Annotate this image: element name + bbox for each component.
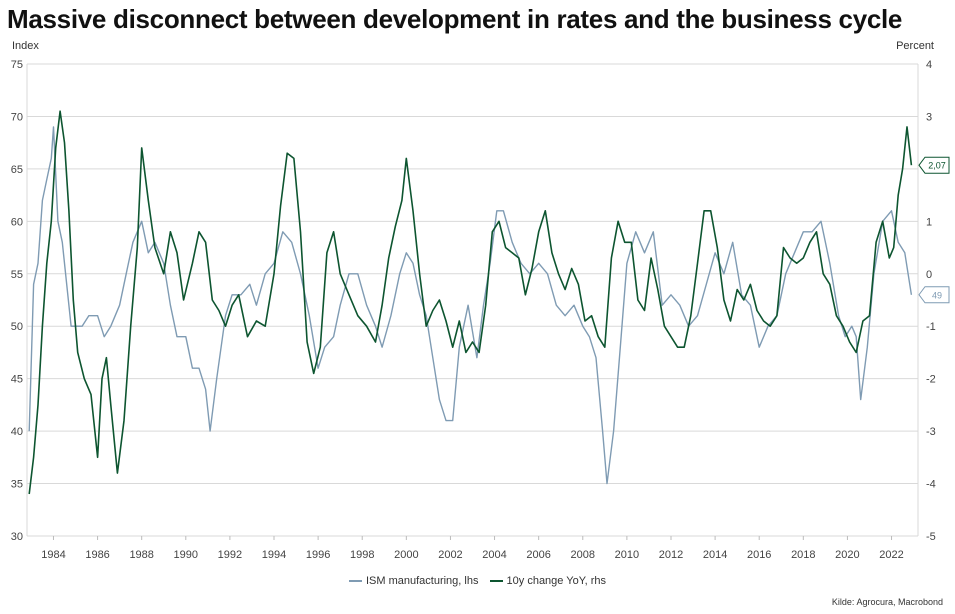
left-tick-label: 40	[11, 426, 23, 438]
left-tick-label: 45	[11, 374, 23, 386]
left-tick-label: 65	[11, 164, 23, 176]
x-tick-label: 2014	[703, 549, 727, 561]
right-tick-label: 3	[926, 111, 932, 123]
left-axis-unit: Index	[12, 40, 39, 52]
right-tick-label: 4	[926, 59, 932, 71]
left-tick-label: 60	[11, 216, 23, 228]
legend-swatch-10y	[489, 580, 503, 582]
end-labels: 492,07	[918, 156, 950, 304]
series-ism-line	[28, 126, 913, 485]
x-tick-label: 2004	[482, 549, 506, 561]
legend-swatch-ism	[348, 580, 362, 582]
x-tick-label: 2008	[571, 549, 595, 561]
x-tick-label: 1990	[174, 549, 198, 561]
right-tick-label: 1	[926, 216, 932, 228]
x-tick-label: 2018	[791, 549, 815, 561]
left-tick-label: 75	[11, 59, 23, 71]
x-tick-label: 2000	[394, 549, 418, 561]
x-tick-label: 2010	[615, 549, 639, 561]
source-note: Kilde: Agrocura, Macrobond	[831, 597, 943, 607]
x-tick-label: 1984	[41, 549, 65, 561]
x-tick-label: 2020	[835, 549, 859, 561]
x-tick-label: 1986	[85, 549, 109, 561]
x-tick-label: 2012	[659, 549, 683, 561]
x-tick-label: 1996	[306, 549, 330, 561]
grid-lines	[26, 63, 919, 537]
end-label-ism: 49	[932, 290, 942, 300]
x-axis-ticks: 1984 1986 1988 1990 1992 1994 1996 1998 2000 2002…	[41, 536, 904, 561]
legend-label-ism: ISM manufacturing, lhs	[365, 575, 479, 587]
x-tick-label: 2006	[526, 549, 550, 561]
legend: ISM manufacturing, lhs 10y change YoY, r…	[0, 573, 955, 587]
right-tick-label: -3	[926, 426, 936, 438]
x-tick-label: 1998	[350, 549, 374, 561]
left-tick-label: 55	[11, 269, 23, 281]
end-label-10y-box	[918, 156, 950, 174]
left-tick-label: 35	[11, 479, 23, 491]
end-label-10y: 2,07	[928, 161, 946, 171]
left-tick-label: 30	[11, 531, 23, 543]
left-tick-label: 70	[11, 111, 23, 123]
right-tick-label: -1	[926, 321, 936, 333]
x-tick-label: 1992	[218, 549, 242, 561]
x-tick-label: 1988	[129, 549, 153, 561]
x-tick-label: 2016	[747, 549, 771, 561]
right-axis-unit: Percent	[896, 40, 934, 52]
chart-title: Massive disconnect between development i…	[7, 4, 903, 34]
left-tick-label: 50	[11, 321, 23, 333]
series-10y-line	[28, 110, 913, 495]
end-label-ism-box	[918, 286, 950, 304]
legend-item-10y[interactable]: 10y change YoY, rhs	[489, 575, 607, 587]
legend-item-ism[interactable]: ISM manufacturing, lhs	[348, 575, 479, 587]
right-tick-label: -4	[926, 479, 936, 491]
series-layer	[28, 110, 913, 495]
x-tick-label: 1994	[262, 549, 286, 561]
x-tick-label: 2022	[879, 549, 903, 561]
right-tick-label: -2	[926, 374, 936, 386]
left-axis-ticks: 30 35 40 45 50 55 60 65 70 75	[11, 59, 23, 543]
x-tick-label: 2002	[438, 549, 462, 561]
right-tick-label: 0	[926, 269, 932, 281]
right-tick-label: -5	[926, 531, 936, 543]
legend-label-10y: 10y change YoY, rhs	[506, 575, 607, 587]
